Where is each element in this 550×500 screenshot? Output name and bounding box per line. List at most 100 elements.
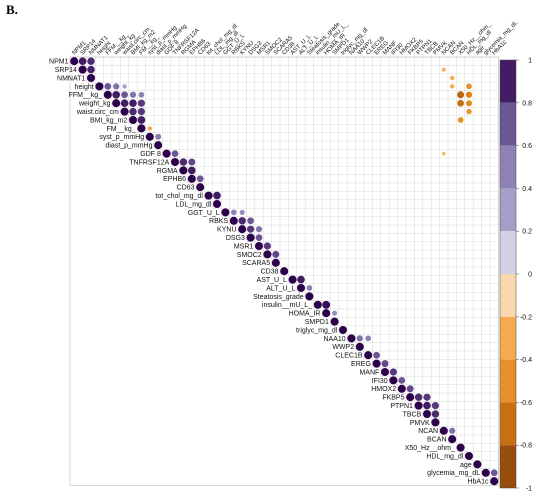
corr-circle bbox=[338, 325, 348, 335]
corr-circle bbox=[288, 275, 297, 284]
panel-label: B. bbox=[6, 2, 18, 17]
corr-circle bbox=[187, 174, 196, 183]
corr-circle bbox=[431, 401, 440, 410]
colorbar-tick-label: -1 bbox=[526, 486, 532, 493]
corr-circle bbox=[128, 115, 138, 125]
row-label: PMVK bbox=[410, 420, 430, 427]
row-label: CD63 bbox=[177, 185, 195, 192]
row-label: triglyc_mg_dl bbox=[296, 327, 338, 334]
corr-circle bbox=[179, 158, 188, 166]
corr-circle bbox=[441, 67, 446, 72]
corr-circle bbox=[221, 208, 230, 217]
colorbar-swatch bbox=[500, 274, 516, 317]
corr-circle bbox=[254, 241, 264, 251]
corr-circle bbox=[305, 292, 314, 301]
corr-circle bbox=[347, 334, 356, 343]
corr-circle bbox=[247, 217, 254, 225]
column-labels: NPM1SRP14NMNAT1heightFFM__kg_weight_kgwa… bbox=[71, 20, 519, 57]
corr-circle bbox=[473, 460, 482, 469]
corr-circle bbox=[155, 133, 162, 140]
corr-circle bbox=[229, 216, 238, 225]
row-label: HDL_mg_dl bbox=[426, 453, 463, 460]
row-label: glycemia_mg_dL bbox=[427, 470, 480, 477]
colorbar-swatch bbox=[500, 188, 516, 232]
corr-circle bbox=[204, 191, 213, 200]
row-label: ALT_U_L bbox=[266, 285, 295, 292]
corr-circle bbox=[481, 468, 490, 477]
row-label: TNFRSF12A bbox=[129, 159, 169, 166]
corr-circle bbox=[271, 258, 280, 267]
corr-circle bbox=[449, 75, 455, 81]
row-label: NMNAT1 bbox=[57, 75, 85, 82]
corr-circle bbox=[171, 150, 179, 157]
row-label: SCARA5 bbox=[242, 260, 270, 267]
corr-circle bbox=[263, 242, 272, 250]
corr-circle bbox=[456, 443, 465, 452]
corr-circle bbox=[380, 367, 390, 377]
corr-circle bbox=[179, 166, 188, 175]
corr-circle bbox=[86, 73, 96, 83]
row-label: tot_chol_mg_dl bbox=[155, 193, 203, 200]
corr-circle bbox=[490, 469, 498, 477]
row-label: AST_U_L bbox=[257, 277, 287, 284]
colorbar-tick-label: -0.2 bbox=[520, 314, 532, 321]
cell-layer bbox=[70, 57, 499, 486]
colorbar-tick-label: -0.4 bbox=[520, 357, 532, 364]
corr-circle bbox=[138, 91, 145, 98]
corr-circle bbox=[457, 117, 464, 123]
corr-circle bbox=[196, 183, 205, 192]
corr-circle bbox=[129, 99, 137, 108]
row-label: NCAN bbox=[418, 428, 438, 435]
row-label: age bbox=[460, 462, 472, 469]
corr-circle bbox=[297, 275, 305, 284]
corr-circle bbox=[212, 199, 222, 209]
row-label: X50_Hz__ohm_ bbox=[405, 445, 455, 452]
corr-circle bbox=[356, 335, 363, 342]
row-label: HbA1c bbox=[467, 479, 489, 486]
corr-circle bbox=[441, 151, 446, 156]
corr-circle bbox=[322, 300, 331, 309]
corr-circle bbox=[162, 149, 171, 158]
row-label: WWP2 bbox=[332, 344, 354, 351]
corr-circle bbox=[120, 99, 129, 108]
corr-circle bbox=[104, 83, 112, 90]
row-label: weight_kg bbox=[78, 101, 111, 108]
corr-circle bbox=[466, 83, 472, 90]
corr-circle bbox=[122, 84, 127, 89]
corr-circle bbox=[330, 317, 339, 326]
colorbar-tick-label: -0.8 bbox=[520, 443, 532, 450]
row-label: CLEC1B bbox=[335, 353, 363, 360]
corr-circle bbox=[332, 310, 338, 316]
corr-circle bbox=[397, 384, 406, 393]
corr-circle bbox=[137, 124, 146, 133]
corr-circle bbox=[431, 410, 440, 418]
corr-circle bbox=[145, 132, 154, 141]
corr-circle bbox=[129, 91, 137, 98]
row-label: HMOX2 bbox=[371, 386, 396, 393]
corr-circle bbox=[373, 351, 380, 359]
row-label: FM__kg_ bbox=[107, 126, 136, 133]
column-label: age bbox=[475, 45, 487, 57]
corr-circle bbox=[466, 100, 472, 107]
colorbar-swatch bbox=[500, 102, 516, 146]
corr-circle bbox=[406, 385, 414, 393]
colorbar-tick-label: -0.6 bbox=[520, 400, 532, 407]
corr-circle bbox=[372, 359, 381, 368]
corr-circle bbox=[322, 309, 331, 318]
corr-circle bbox=[465, 91, 473, 98]
corr-circle bbox=[263, 250, 272, 259]
corr-circle bbox=[381, 360, 389, 368]
row-label: CD38 bbox=[261, 269, 279, 276]
corr-circle bbox=[389, 368, 398, 376]
colorbar-tick-label: 0.6 bbox=[522, 143, 532, 150]
row-label: DSG3 bbox=[226, 235, 245, 242]
row-label: EREG bbox=[351, 361, 371, 368]
row-label: SMPD1 bbox=[305, 319, 329, 326]
row-label: RBKS bbox=[209, 218, 228, 225]
corr-circle bbox=[398, 377, 406, 384]
row-label: HOMA_IR bbox=[289, 311, 321, 318]
corr-circle bbox=[313, 300, 322, 309]
corr-circle bbox=[422, 409, 432, 419]
corr-circle bbox=[449, 84, 455, 89]
colorbar-tick-label: 0.4 bbox=[522, 186, 532, 193]
